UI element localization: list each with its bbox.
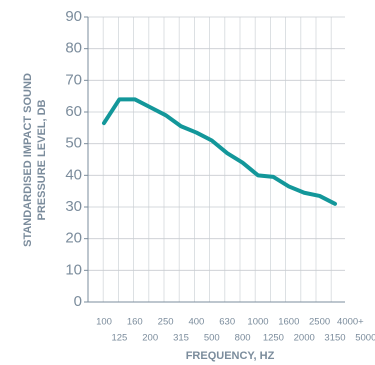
- y-tick-label: 0: [74, 293, 82, 310]
- x-tick-label: 2000: [294, 333, 315, 344]
- x-tick-label: 250: [158, 317, 174, 328]
- x-tick-label: 4000+: [337, 317, 364, 328]
- y-tick-label: 10: [65, 261, 82, 278]
- x-tick-label: 315: [173, 333, 189, 344]
- x-tick-label: 3150: [324, 333, 345, 344]
- x-tick-label: 5000: [355, 333, 375, 344]
- y-tick-label: 50: [65, 135, 82, 152]
- x-tick-label: 630: [219, 317, 235, 328]
- x-tick-label: 800: [235, 333, 251, 344]
- x-tick-label: 125: [111, 333, 127, 344]
- x-tick-label: 160: [127, 317, 143, 328]
- x-tick-label: 500: [204, 333, 220, 344]
- data-line: [102, 97, 337, 206]
- x-tick-label: 2500: [309, 317, 330, 328]
- x-tick-label: 400: [188, 317, 204, 328]
- x-tick-label: 1250: [263, 333, 284, 344]
- y-tick-label: 70: [65, 71, 82, 88]
- x-tick-label: 200: [142, 333, 158, 344]
- x-tick-label: 1600: [278, 317, 299, 328]
- y-tick-label: 20: [65, 230, 82, 247]
- x-tick-label: 100: [96, 317, 112, 328]
- x-tick-label: 1000: [247, 317, 268, 328]
- y-tick-label: 40: [65, 166, 82, 183]
- y-axis-title: PRESSURE LEVEL, DB: [36, 99, 48, 220]
- y-tick-label: 90: [65, 8, 82, 25]
- y-tick-label: 80: [65, 40, 82, 57]
- y-tick-label: 30: [65, 198, 82, 215]
- y-axis-title: STANDARDISED IMPACT SOUND: [22, 73, 34, 247]
- y-tick-label: 60: [65, 103, 82, 120]
- x-axis-title: FREQUENCY, HZ: [186, 350, 275, 362]
